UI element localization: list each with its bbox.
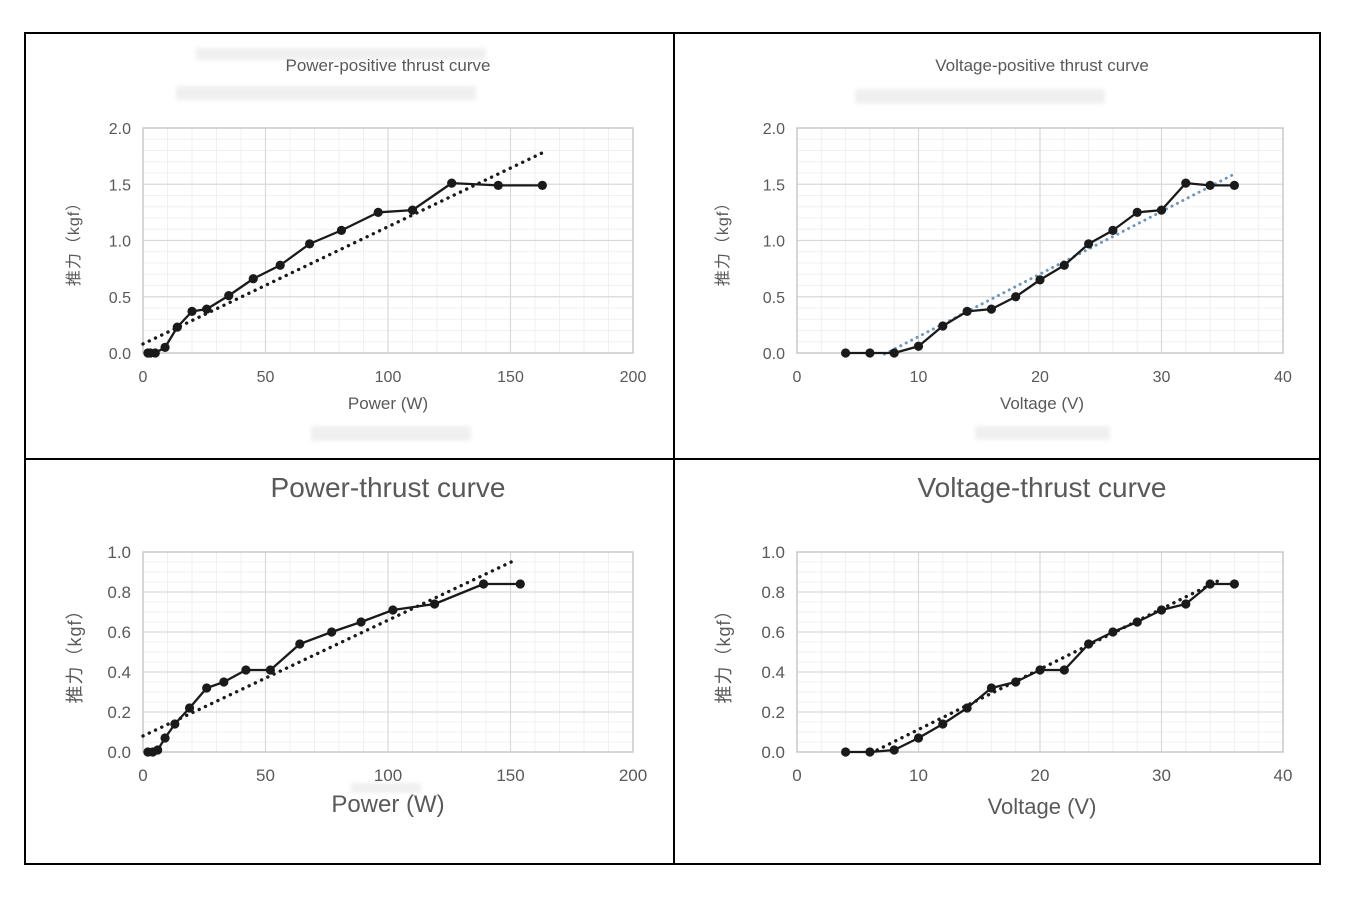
svg-text:0.6: 0.6: [107, 623, 131, 642]
svg-text:100: 100: [374, 766, 402, 785]
svg-text:1.0: 1.0: [763, 234, 785, 251]
svg-text:2.0: 2.0: [109, 121, 131, 138]
svg-text:2.0: 2.0: [763, 121, 785, 138]
chart-title: Power-positive thrust curve: [285, 56, 491, 75]
svg-text:1.5: 1.5: [109, 177, 131, 194]
x-axis-label: Power (W): [331, 791, 445, 818]
svg-text:0.0: 0.0: [763, 346, 785, 363]
svg-text:0: 0: [793, 369, 802, 386]
chart-panel-voltage-positive-thrust: 0 10 20 30 40 0.0 0.5 1.0 1.5 2.0 Voltage-positiv…: [675, 34, 1319, 458]
y-axis-label: 推力（kgf）: [715, 193, 732, 287]
svg-text:0.4: 0.4: [107, 663, 131, 682]
svg-text:10: 10: [910, 369, 928, 386]
chart-title: Voltage-thrust curve: [917, 472, 1167, 503]
svg-text:0.0: 0.0: [109, 346, 131, 363]
svg-text:100: 100: [375, 369, 402, 386]
svg-text:0.2: 0.2: [761, 703, 785, 722]
chart-panel-voltage-thrust: 0 10 20 30 40 0.0 0.2 0.4 0.6 0.8 1.0 Voltage-thru…: [675, 460, 1319, 863]
svg-text:0.6: 0.6: [761, 623, 785, 642]
svg-text:40: 40: [1274, 766, 1293, 785]
svg-text:10: 10: [909, 766, 928, 785]
svg-text:30: 30: [1152, 766, 1171, 785]
figure-frame: 0 50 100 150 200 0.0 0.5 1.0 1.5 2.0 Power-positi…: [24, 32, 1321, 865]
svg-text:200: 200: [620, 369, 647, 386]
y-axis-label: 推力（kgf）: [65, 600, 85, 704]
chart-panel-power-thrust: 0 50 100 150 200 0.0 0.2 0.4 0.6 0.8 1.0 Power-thr…: [26, 460, 673, 863]
x-axis-label: Voltage (V): [999, 394, 1085, 413]
svg-text:40: 40: [1274, 369, 1292, 386]
svg-text:30: 30: [1153, 369, 1171, 386]
svg-text:150: 150: [496, 766, 524, 785]
chart-plot-area: 0 10 20 30 40 0.0 0.5 1.0 1.5 2.0: [763, 121, 1292, 386]
y-axis-label: 推力（kgf）: [714, 600, 734, 704]
svg-text:0.0: 0.0: [107, 743, 131, 762]
chart-plot-area: 0 50 100 150 200 0.0 0.5 1.0 1.5 2.0: [109, 121, 647, 386]
x-axis-label: Voltage (V): [987, 794, 1097, 819]
svg-text:0: 0: [139, 369, 148, 386]
y-axis-label: 推力（kgf）: [66, 193, 83, 287]
svg-text:150: 150: [497, 369, 524, 386]
grid-divider-vertical: [673, 34, 675, 863]
svg-text:1.0: 1.0: [761, 543, 785, 562]
svg-text:50: 50: [256, 766, 275, 785]
svg-text:0.0: 0.0: [761, 743, 785, 762]
svg-text:0: 0: [792, 766, 801, 785]
svg-text:1.0: 1.0: [107, 543, 131, 562]
svg-text:0.5: 0.5: [763, 290, 785, 307]
svg-text:20: 20: [1031, 766, 1050, 785]
svg-text:20: 20: [1031, 369, 1049, 386]
svg-text:0.8: 0.8: [107, 583, 131, 602]
chart-title: Voltage-positive thrust curve: [935, 56, 1149, 75]
svg-text:0.2: 0.2: [107, 703, 131, 722]
svg-text:0.5: 0.5: [109, 290, 131, 307]
svg-text:0: 0: [138, 766, 147, 785]
chart-plot-area: 0 10 20 30 40 0.0 0.2 0.4 0.6 0.8 1.0: [761, 543, 1293, 785]
svg-text:0.8: 0.8: [761, 583, 785, 602]
chart-panel-power-positive-thrust: 0 50 100 150 200 0.0 0.5 1.0 1.5 2.0 Power-positi…: [26, 34, 673, 458]
svg-text:1.0: 1.0: [109, 234, 131, 251]
svg-text:50: 50: [257, 369, 275, 386]
svg-text:200: 200: [619, 766, 647, 785]
chart-title: Power-thrust curve: [270, 472, 506, 503]
svg-text:0.4: 0.4: [761, 663, 785, 682]
x-axis-label: Power (W): [347, 394, 429, 413]
chart-plot-area: 0 50 100 150 200 0.0 0.2 0.4 0.6 0.8 1.0: [107, 543, 647, 785]
grid-divider-horizontal: [26, 458, 1319, 460]
svg-text:1.5: 1.5: [763, 177, 785, 194]
